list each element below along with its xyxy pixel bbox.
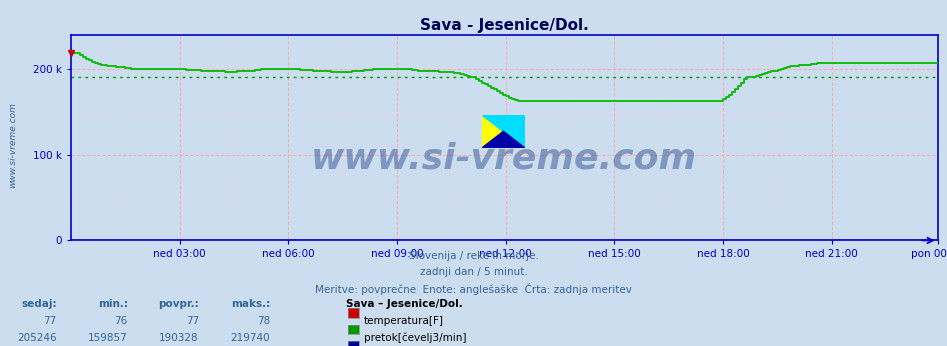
Text: temperatura[F]: temperatura[F] — [364, 316, 443, 326]
Text: maks.:: maks.: — [231, 299, 270, 309]
Text: Meritve: povprečne  Enote: anglešaške  Črta: zadnja meritev: Meritve: povprečne Enote: anglešaške Črt… — [315, 283, 632, 295]
Text: sedaj:: sedaj: — [21, 299, 57, 309]
Text: zadnji dan / 5 minut.: zadnji dan / 5 minut. — [420, 267, 527, 277]
Text: 159857: 159857 — [88, 333, 128, 343]
Text: 76: 76 — [115, 316, 128, 326]
Text: 78: 78 — [257, 316, 270, 326]
Polygon shape — [482, 131, 525, 148]
Text: 77: 77 — [44, 316, 57, 326]
Title: Sava - Jesenice/Dol.: Sava - Jesenice/Dol. — [420, 18, 589, 34]
Text: min.:: min.: — [98, 299, 128, 309]
Text: Sava – Jesenice/Dol.: Sava – Jesenice/Dol. — [346, 299, 462, 309]
Text: 205246: 205246 — [17, 333, 57, 343]
Text: 190328: 190328 — [159, 333, 199, 343]
Text: 77: 77 — [186, 316, 199, 326]
Text: www.si-vreme.com: www.si-vreme.com — [312, 141, 697, 175]
Text: Slovenija / reke in morje.: Slovenija / reke in morje. — [408, 251, 539, 261]
Text: pretok[čevelj3/min]: pretok[čevelj3/min] — [364, 333, 466, 343]
Polygon shape — [482, 115, 525, 148]
Text: www.si-vreme.com: www.si-vreme.com — [8, 102, 17, 188]
Text: povpr.:: povpr.: — [158, 299, 199, 309]
Text: 219740: 219740 — [230, 333, 270, 343]
